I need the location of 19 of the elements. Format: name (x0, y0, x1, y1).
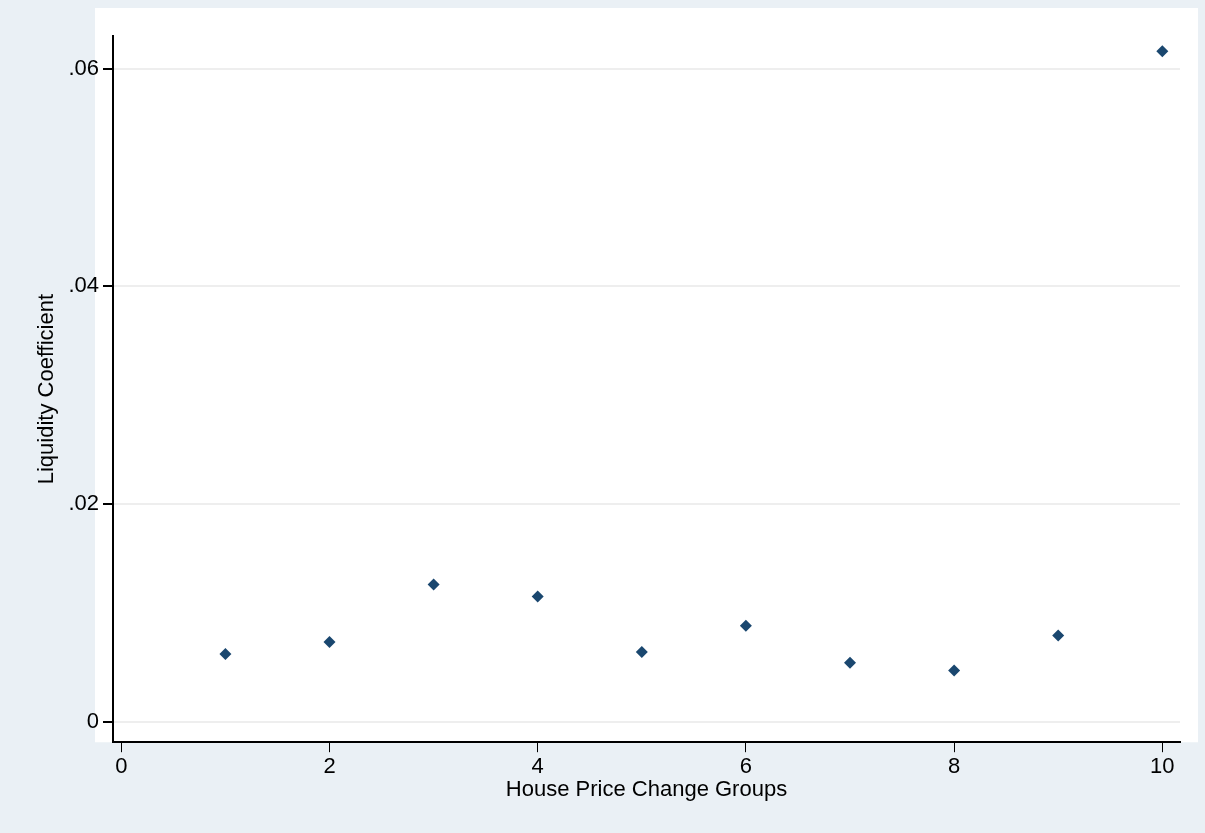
y-axis-title: Liquidity Coefficient (33, 293, 59, 485)
y-tick-label: 0 (86, 707, 99, 733)
point (635, 645, 648, 658)
point (323, 636, 336, 649)
point (844, 656, 857, 669)
x-tick-label: 8 (947, 753, 961, 779)
point (1156, 45, 1169, 58)
y-tick-label: .02 (68, 489, 99, 515)
y-tick-label: .06 (68, 54, 99, 80)
y-tick-label: .04 (68, 272, 99, 298)
point (219, 648, 232, 661)
x-tick-label: 0 (115, 753, 128, 779)
point (1052, 629, 1065, 642)
x-tick-label: 2 (323, 753, 336, 779)
point (427, 578, 440, 591)
point (531, 590, 544, 603)
point (948, 664, 961, 677)
x-tick-label: 10 (1150, 753, 1175, 779)
point (739, 619, 752, 632)
